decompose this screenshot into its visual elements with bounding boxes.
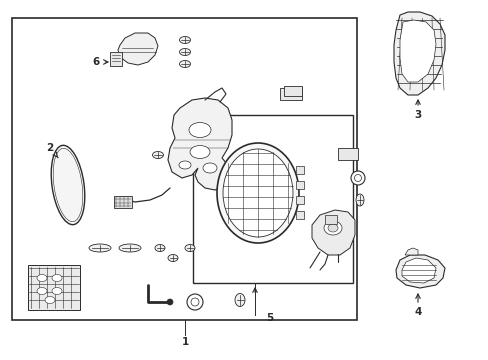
Bar (110, 52, 122, 66)
Ellipse shape (179, 60, 190, 68)
Bar (295, 196, 304, 204)
Ellipse shape (37, 288, 47, 294)
Ellipse shape (179, 161, 191, 169)
Ellipse shape (51, 145, 84, 225)
Bar (295, 166, 304, 174)
Ellipse shape (152, 152, 163, 158)
Text: 3: 3 (413, 110, 421, 120)
Polygon shape (404, 248, 417, 255)
Ellipse shape (235, 293, 244, 306)
Ellipse shape (179, 36, 190, 44)
Text: 4: 4 (413, 307, 421, 317)
Text: 1: 1 (181, 337, 188, 347)
Polygon shape (395, 255, 444, 288)
Text: 6: 6 (92, 57, 108, 67)
Bar (337, 148, 357, 160)
Ellipse shape (155, 244, 164, 252)
Bar (193, 115, 352, 283)
Ellipse shape (167, 299, 173, 305)
Ellipse shape (203, 163, 217, 173)
Circle shape (354, 175, 361, 181)
Ellipse shape (223, 149, 292, 237)
Bar (28, 265, 80, 310)
Ellipse shape (37, 274, 47, 282)
Polygon shape (168, 98, 231, 190)
Ellipse shape (324, 221, 341, 235)
Bar (325, 215, 336, 224)
Bar (284, 86, 302, 96)
Bar (295, 211, 304, 219)
Polygon shape (311, 210, 354, 255)
Bar (280, 88, 302, 100)
Polygon shape (118, 33, 158, 65)
Circle shape (191, 298, 199, 306)
Ellipse shape (45, 297, 55, 303)
Bar (114, 196, 132, 208)
Text: 2: 2 (46, 143, 58, 158)
Ellipse shape (119, 244, 141, 252)
Bar (295, 181, 304, 189)
Circle shape (186, 294, 203, 310)
Ellipse shape (89, 244, 111, 252)
Ellipse shape (189, 122, 210, 138)
Ellipse shape (52, 288, 62, 294)
Ellipse shape (217, 143, 298, 243)
Ellipse shape (355, 194, 363, 206)
Ellipse shape (327, 224, 337, 232)
Polygon shape (393, 12, 444, 95)
Polygon shape (399, 20, 435, 82)
Ellipse shape (52, 274, 62, 282)
Text: 5: 5 (266, 313, 273, 323)
Bar (12, 18, 356, 320)
Ellipse shape (184, 244, 195, 252)
Ellipse shape (168, 255, 178, 261)
Ellipse shape (190, 145, 209, 158)
Polygon shape (401, 258, 435, 283)
Ellipse shape (179, 49, 190, 55)
Circle shape (350, 171, 364, 185)
